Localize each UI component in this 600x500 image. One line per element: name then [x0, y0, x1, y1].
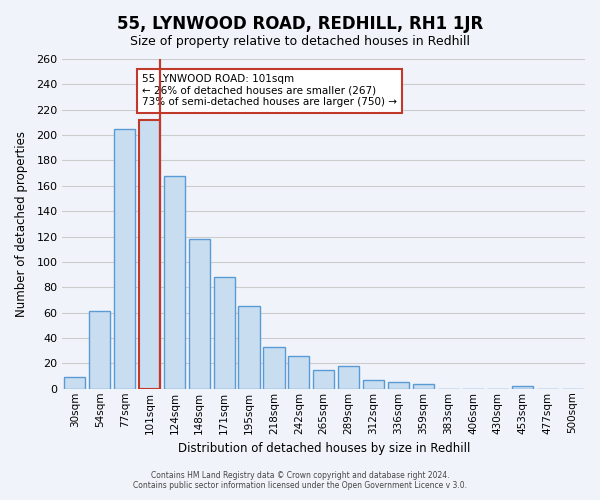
Y-axis label: Number of detached properties: Number of detached properties [15, 131, 28, 317]
Bar [263, 347, 284, 389]
Bar [64, 378, 85, 389]
Bar [238, 306, 260, 389]
Text: Size of property relative to detached houses in Redhill: Size of property relative to detached ho… [130, 35, 470, 48]
Text: 55 LYNWOOD ROAD: 101sqm
← 26% of detached houses are smaller (267)
73% of semi-d: 55 LYNWOOD ROAD: 101sqm ← 26% of detache… [142, 74, 397, 108]
Bar [338, 366, 359, 389]
Bar [288, 356, 310, 389]
Bar [89, 312, 110, 389]
Text: Contains HM Land Registry data © Crown copyright and database right 2024.
Contai: Contains HM Land Registry data © Crown c… [133, 470, 467, 490]
Bar [413, 384, 434, 389]
Bar [313, 370, 334, 389]
Bar [388, 382, 409, 389]
Bar [189, 239, 210, 389]
Bar [139, 120, 160, 389]
X-axis label: Distribution of detached houses by size in Redhill: Distribution of detached houses by size … [178, 442, 470, 455]
Bar [164, 176, 185, 389]
Bar [114, 129, 135, 389]
Bar [512, 386, 533, 389]
Bar [214, 277, 235, 389]
Bar [363, 380, 384, 389]
Text: 55, LYNWOOD ROAD, REDHILL, RH1 1JR: 55, LYNWOOD ROAD, REDHILL, RH1 1JR [117, 15, 483, 33]
